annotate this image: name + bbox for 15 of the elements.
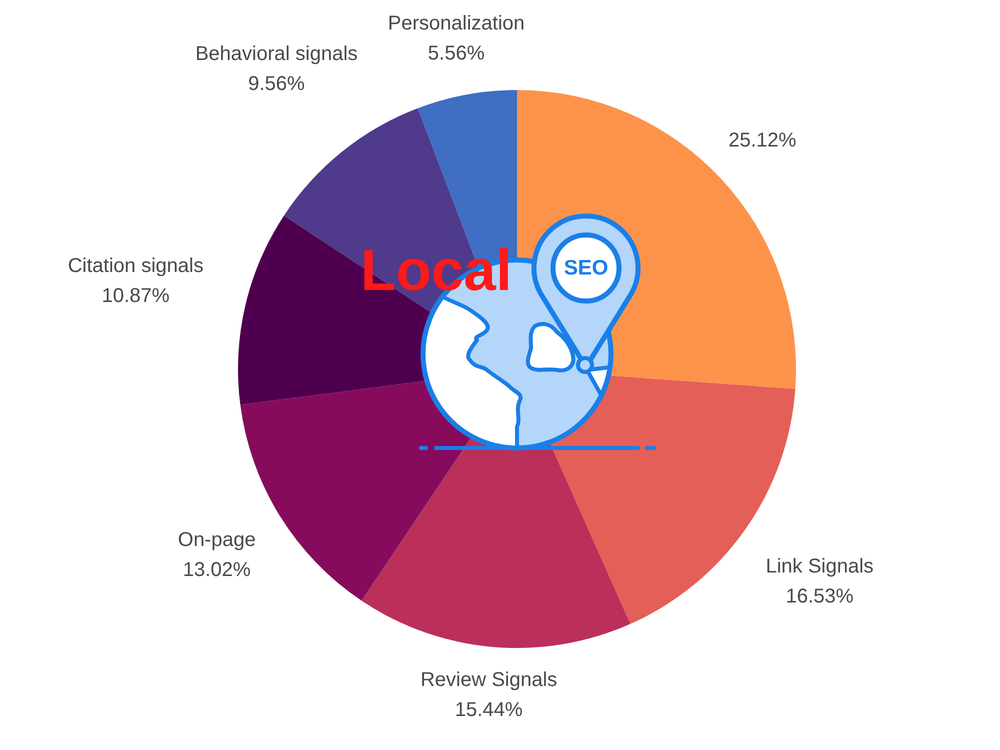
slice-label: Review Signals — [420, 668, 558, 691]
text: SEO — [564, 256, 608, 280]
data-label: 25.12% — [728, 130, 796, 152]
slice-label: Personalization — [388, 12, 525, 35]
data-label: 15.44% — [454, 698, 523, 721]
data-label: 10.87% — [102, 284, 170, 307]
text: Local — [360, 238, 512, 303]
data-label: 13.02% — [182, 558, 251, 581]
slice-label: Behavioral signals — [195, 43, 358, 66]
slice-label: On-page — [178, 528, 256, 551]
data-label: 5.56% — [428, 42, 485, 65]
data-label: 16.53% — [786, 585, 854, 608]
slice-label: Link Signals — [766, 555, 874, 578]
data-label: 9.56% — [248, 73, 306, 96]
slice-label: Citation signals — [68, 254, 204, 277]
